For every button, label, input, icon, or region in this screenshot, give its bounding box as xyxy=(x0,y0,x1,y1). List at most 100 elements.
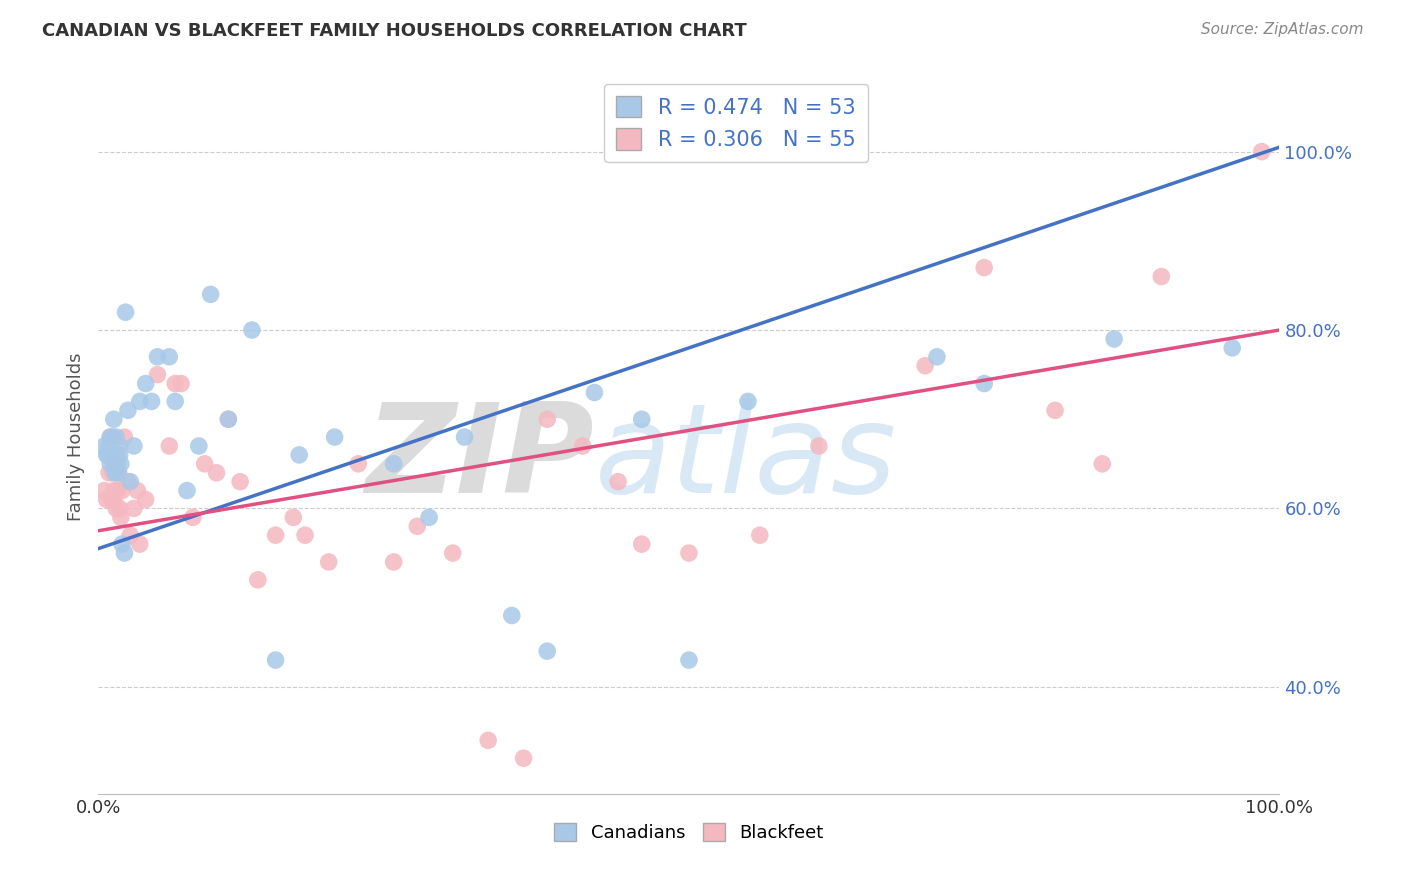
Point xyxy=(181,510,204,524)
Point xyxy=(607,475,630,489)
Text: CANADIAN VS BLACKFEET FAMILY HOUSEHOLDS CORRELATION CHART: CANADIAN VS BLACKFEET FAMILY HOUSEHOLDS … xyxy=(42,22,747,40)
Point xyxy=(1091,457,1114,471)
Point xyxy=(141,394,163,409)
Point xyxy=(477,733,499,747)
Point xyxy=(96,448,118,462)
Point xyxy=(807,439,830,453)
Point xyxy=(382,457,405,471)
Point xyxy=(630,412,652,426)
Point xyxy=(120,528,142,542)
Point xyxy=(583,385,606,400)
Point xyxy=(146,350,169,364)
Point xyxy=(925,350,948,364)
Point xyxy=(108,501,131,516)
Point xyxy=(1150,269,1173,284)
Point xyxy=(96,492,118,507)
Point xyxy=(114,305,136,319)
Point xyxy=(101,430,124,444)
Point xyxy=(229,475,252,489)
Point xyxy=(264,653,287,667)
Text: atlas: atlas xyxy=(595,398,897,519)
Point xyxy=(110,510,132,524)
Point xyxy=(501,608,523,623)
Point xyxy=(100,492,122,507)
Point xyxy=(103,412,125,426)
Point xyxy=(217,412,239,426)
Point xyxy=(318,555,340,569)
Point xyxy=(122,501,145,516)
Point xyxy=(200,287,222,301)
Point xyxy=(105,448,128,462)
Point xyxy=(107,466,129,480)
Point xyxy=(104,457,127,471)
Point xyxy=(170,376,193,391)
Point xyxy=(98,457,121,471)
Point xyxy=(117,403,139,417)
Point xyxy=(93,439,115,453)
Point xyxy=(157,350,180,364)
Point xyxy=(678,546,700,560)
Point xyxy=(630,537,652,551)
Point xyxy=(107,466,129,480)
Point xyxy=(194,457,217,471)
Point xyxy=(105,466,128,480)
Point xyxy=(98,430,121,444)
Point xyxy=(103,483,125,498)
Point xyxy=(128,394,150,409)
Point xyxy=(748,528,770,542)
Point xyxy=(98,466,121,480)
Point xyxy=(512,751,534,765)
Point xyxy=(294,528,316,542)
Point xyxy=(98,430,121,444)
Point xyxy=(283,510,305,524)
Point xyxy=(98,439,121,453)
Point xyxy=(93,483,115,498)
Y-axis label: Family Households: Family Households xyxy=(66,353,84,521)
Point xyxy=(536,644,558,658)
Point xyxy=(187,439,209,453)
Point xyxy=(165,376,187,391)
Point xyxy=(101,448,124,462)
Point xyxy=(264,528,287,542)
Point xyxy=(382,555,405,569)
Point xyxy=(111,483,134,498)
Point xyxy=(105,501,128,516)
Point xyxy=(111,537,134,551)
Point xyxy=(914,359,936,373)
Point xyxy=(108,448,131,462)
Point xyxy=(122,439,145,453)
Point xyxy=(217,412,239,426)
Point xyxy=(441,546,464,560)
Point xyxy=(536,412,558,426)
Point xyxy=(146,368,169,382)
Point xyxy=(678,653,700,667)
Point xyxy=(453,430,475,444)
Point xyxy=(105,430,128,444)
Point xyxy=(288,448,311,462)
Point xyxy=(104,466,127,480)
Point xyxy=(1102,332,1125,346)
Point xyxy=(1250,145,1272,159)
Legend: Canadians, Blackfeet: Canadians, Blackfeet xyxy=(547,815,831,849)
Point xyxy=(120,475,142,489)
Point xyxy=(246,573,269,587)
Point xyxy=(1043,403,1066,417)
Point xyxy=(97,448,120,462)
Point xyxy=(103,492,125,507)
Point xyxy=(1220,341,1243,355)
Point xyxy=(135,492,157,507)
Point xyxy=(105,483,128,498)
Point xyxy=(973,376,995,391)
Point xyxy=(157,439,180,453)
Point xyxy=(108,439,131,453)
Point xyxy=(101,466,124,480)
Point xyxy=(176,483,198,498)
Point xyxy=(110,457,132,471)
Text: Source: ZipAtlas.com: Source: ZipAtlas.com xyxy=(1201,22,1364,37)
Point xyxy=(973,260,995,275)
Point xyxy=(205,466,228,480)
Point xyxy=(112,546,135,560)
Point xyxy=(105,457,128,471)
Point xyxy=(347,457,370,471)
Point xyxy=(112,430,135,444)
